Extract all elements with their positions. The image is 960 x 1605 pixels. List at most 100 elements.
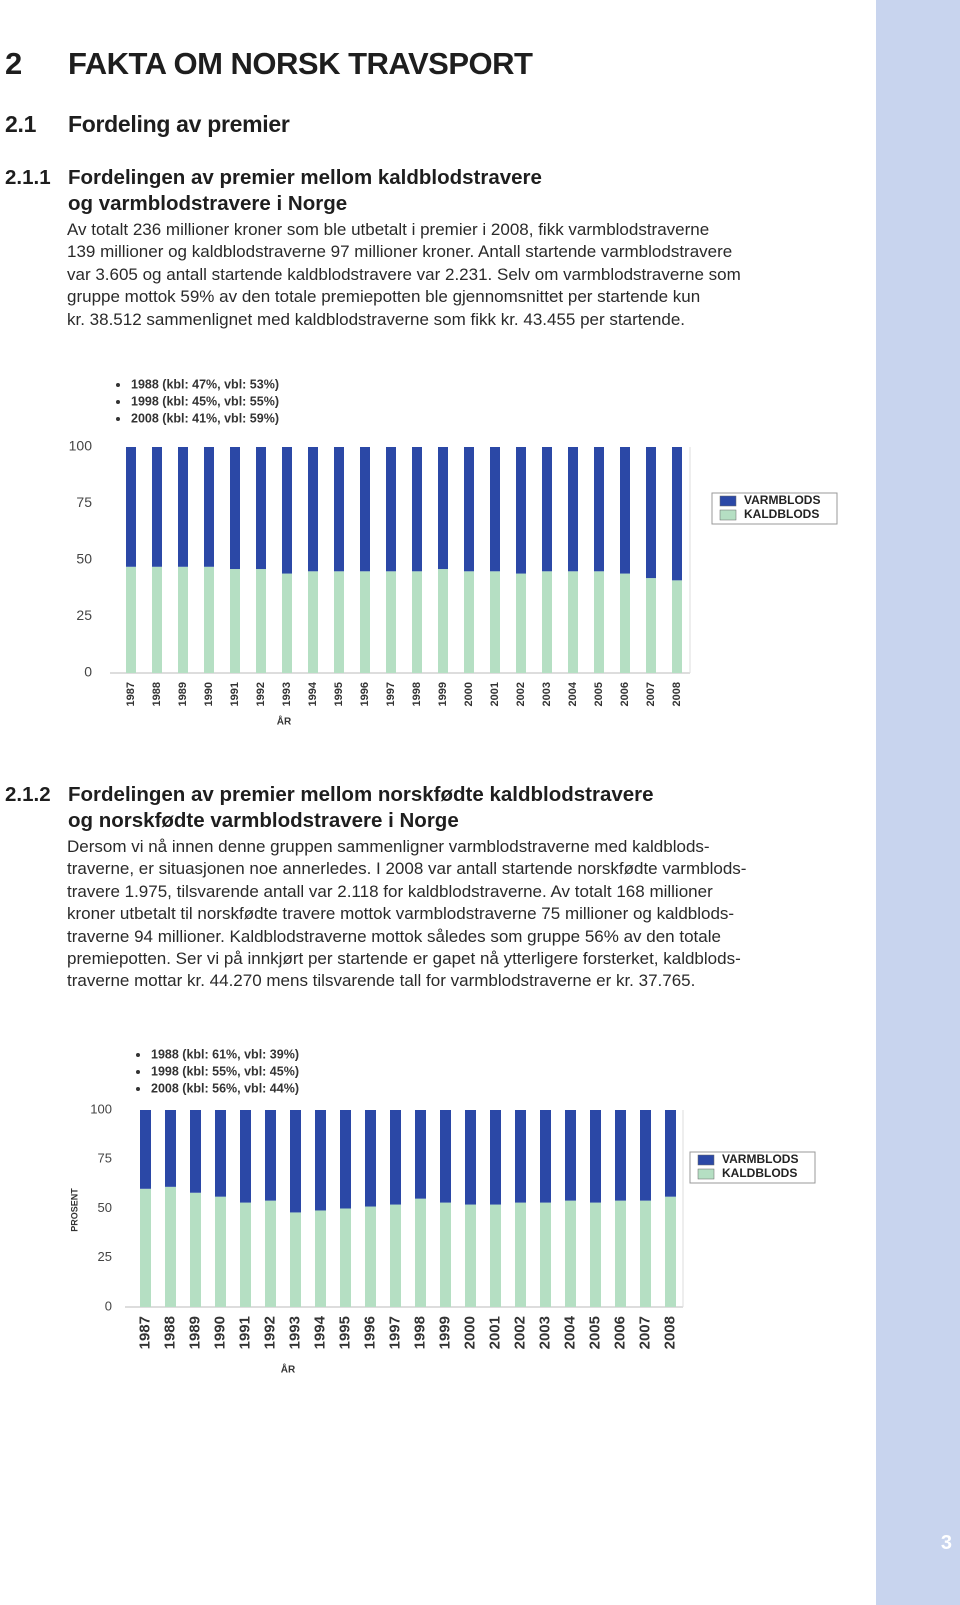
bar-segment — [415, 1198, 426, 1307]
x-tick-label: 1994 — [311, 1315, 328, 1349]
bar-segment — [334, 447, 344, 572]
x-tick-label: 2003 — [536, 1316, 553, 1349]
bar-segment — [440, 1202, 451, 1307]
legend-label: VARMBLODS — [744, 493, 820, 507]
subsection-title: Fordelingen av premier mellom norskfødte… — [68, 783, 654, 806]
x-tick-label: 1989 — [177, 682, 189, 706]
bar-segment — [565, 1200, 576, 1307]
annotation: 2008 (kbl: 41%, vbl: 59%) — [131, 411, 279, 425]
bar-segment — [620, 573, 630, 673]
subsection-number: 2.1.1 — [5, 166, 51, 189]
bullet — [136, 1070, 140, 1074]
bar-segment — [620, 447, 630, 574]
x-tick-label: 1999 — [436, 1316, 453, 1349]
x-tick-label: 2006 — [611, 1316, 628, 1349]
bar-segment — [386, 447, 396, 572]
bar-segment — [490, 1110, 501, 1205]
x-axis-label: ÅR — [281, 1363, 296, 1376]
bar-segment — [240, 1202, 251, 1307]
bar-segment — [190, 1192, 201, 1307]
bar-segment — [665, 1110, 676, 1197]
x-tick-label: 2003 — [541, 682, 553, 706]
x-tick-label: 1989 — [186, 1316, 203, 1349]
body-text: 139 millioner og kaldblodstraverne 97 mi… — [67, 242, 733, 262]
bar-segment — [465, 1110, 476, 1205]
bar-segment — [365, 1110, 376, 1207]
y-tick-label: 25 — [76, 607, 92, 623]
legend-label: KALDBLODS — [744, 507, 819, 521]
bar-segment — [340, 1208, 351, 1307]
bar-segment — [165, 1186, 176, 1307]
bar-segment — [465, 1204, 476, 1307]
annotation: 1988 (kbl: 61%, vbl: 39%) — [151, 1047, 299, 1061]
y-tick-label: 75 — [76, 494, 92, 510]
bar-segment — [230, 569, 240, 673]
bar-segment — [215, 1196, 226, 1307]
bar-segment — [646, 447, 656, 579]
bar-segment — [365, 1206, 376, 1307]
annotation: 1998 (kbl: 45%, vbl: 55%) — [131, 394, 279, 408]
x-tick-label: 1997 — [386, 1316, 403, 1349]
bar-segment — [126, 566, 136, 673]
legend-swatch — [719, 495, 737, 507]
x-tick-label: 1991 — [229, 682, 241, 706]
legend-swatch — [719, 509, 737, 521]
bar-segment — [178, 566, 188, 673]
x-tick-label: 1996 — [359, 682, 371, 706]
x-tick-label: 2007 — [636, 1316, 653, 1349]
body-text: traverne 94 millioner. Kaldblodstraverne… — [67, 926, 721, 946]
section-title: Fordeling av premier — [68, 111, 290, 137]
body-text: kr. 38.512 sammenlignet med kaldblodstra… — [67, 309, 685, 329]
bar-segment — [282, 447, 292, 574]
body-text: gruppe mottok 59% av den totale premiepo… — [67, 287, 701, 307]
section-number: 2.1 — [5, 111, 37, 137]
x-tick-label: 1988 — [151, 682, 163, 706]
x-tick-label: 2004 — [567, 681, 579, 706]
bar-segment — [190, 1110, 201, 1193]
bar-segment — [360, 571, 370, 673]
bar-segment — [340, 1110, 351, 1209]
bar-segment — [672, 580, 682, 673]
x-tick-label: 1997 — [385, 682, 397, 706]
bar-segment — [515, 1202, 526, 1307]
bar-segment — [412, 447, 422, 572]
y-tick-label: 75 — [98, 1151, 112, 1166]
bar-segment — [640, 1110, 651, 1201]
bar-segment — [265, 1200, 276, 1307]
x-tick-label: 2001 — [486, 1316, 503, 1349]
bar-segment — [256, 569, 266, 673]
bar-segment — [542, 571, 552, 673]
bar-segment — [516, 447, 526, 574]
bar-segment — [308, 447, 318, 572]
bar-segment — [568, 571, 578, 673]
bar-segment — [415, 1110, 426, 1199]
x-tick-label: 2005 — [586, 1316, 603, 1349]
legend-swatch — [697, 1168, 715, 1180]
heading-title: FAKTA OM NORSK TRAVSPORT — [68, 46, 533, 81]
bar-segment — [565, 1110, 576, 1201]
body-text: travere 1.975, tilsvarende antall var 2.… — [67, 881, 713, 901]
bar-segment — [615, 1110, 626, 1201]
bar-segment — [540, 1202, 551, 1307]
bullet — [116, 383, 120, 387]
bar-segment — [204, 566, 214, 673]
bar-segment — [315, 1110, 326, 1211]
bar-segment — [390, 1110, 401, 1205]
bar-segment — [240, 1110, 251, 1203]
body-text: kroner utbetalt til norskfødte travere m… — [67, 904, 735, 924]
bar-segment — [290, 1110, 301, 1213]
body-text: traverne mottar kr. 44.270 mens tilsvare… — [67, 971, 696, 991]
heading-number: 2 — [5, 46, 22, 81]
bar-segment — [665, 1196, 676, 1307]
bar-segment — [165, 1110, 176, 1187]
x-tick-label: 1990 — [211, 1316, 228, 1349]
annotation: 2008 (kbl: 56%, vbl: 44%) — [151, 1081, 299, 1095]
bar-segment — [308, 571, 318, 673]
bar-segment — [490, 1204, 501, 1307]
bar-segment — [568, 447, 578, 572]
legend-swatch — [697, 1154, 715, 1166]
body-text: Av totalt 236 millioner kroner som ble u… — [67, 220, 710, 239]
bar-segment — [140, 1188, 151, 1307]
x-tick-label: 2008 — [671, 682, 683, 706]
x-tick-label: 2000 — [463, 682, 475, 706]
